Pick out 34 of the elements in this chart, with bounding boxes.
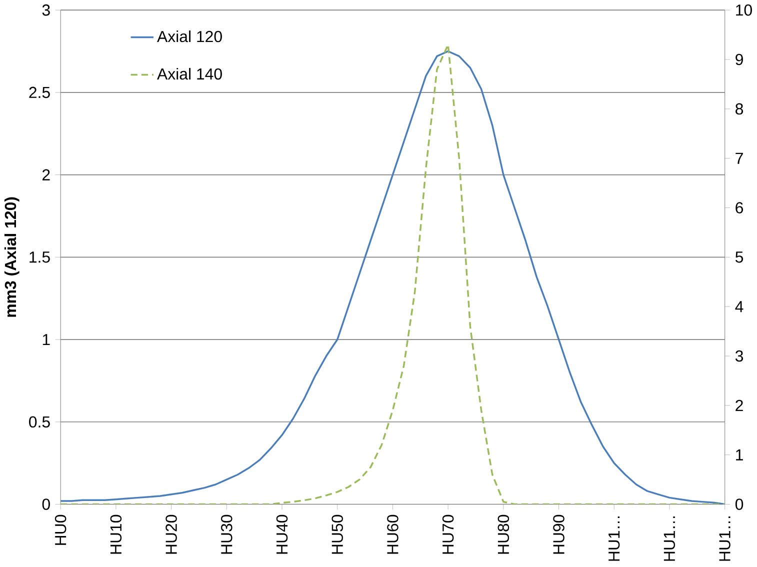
legend-label: Axial 140: [157, 68, 222, 80]
y-tick-label: 0: [42, 498, 50, 510]
y2-tick-label: 2: [736, 400, 743, 412]
x-tick-label: HU10: [110, 515, 122, 554]
y2-tick-label: 0: [735, 498, 744, 510]
y2-tick-label: 6: [736, 202, 744, 214]
y-tick-label: 0.5: [29, 416, 50, 428]
x-tick-label: HU0: [54, 515, 66, 546]
x-tick-label: HU50: [332, 515, 343, 554]
x-tick-label: HU1…: [719, 516, 730, 562]
y2-tick-label: 4: [735, 301, 744, 312]
x-tick-label: HU80: [498, 515, 510, 554]
x-tick-label: HU1…: [608, 516, 620, 562]
x-tick-label: HU60: [387, 515, 398, 554]
y-tick-label: 1.5: [30, 252, 50, 263]
x-tick-label: HU1…: [664, 516, 676, 562]
y-tick-label: 3: [42, 4, 50, 16]
y2-tick-label: 8: [736, 103, 744, 115]
y-tick-label: 2.5: [29, 87, 50, 98]
x-tick-label: HU40: [276, 515, 288, 554]
legend-label: Axial 120: [157, 30, 222, 42]
x-tick-label: HU30: [221, 515, 232, 554]
y-tick-label: 1: [42, 334, 50, 346]
y-axis-title: mm3 (Axial 120): [4, 198, 20, 318]
y2-tick-label: 10: [736, 4, 752, 16]
y2-tick-label: 3: [735, 350, 744, 362]
y2-tick-label: 9: [736, 54, 743, 66]
y-tick-label: 2: [42, 169, 50, 181]
x-tick-label: HU70: [442, 515, 454, 554]
y2-tick-label: 1: [736, 450, 743, 461]
x-tick-label: HU90: [553, 515, 564, 554]
y2-tick-label: 7: [736, 153, 743, 164]
y2-tick-label: 5: [735, 252, 744, 263]
x-tick-label: HU20: [166, 515, 177, 554]
